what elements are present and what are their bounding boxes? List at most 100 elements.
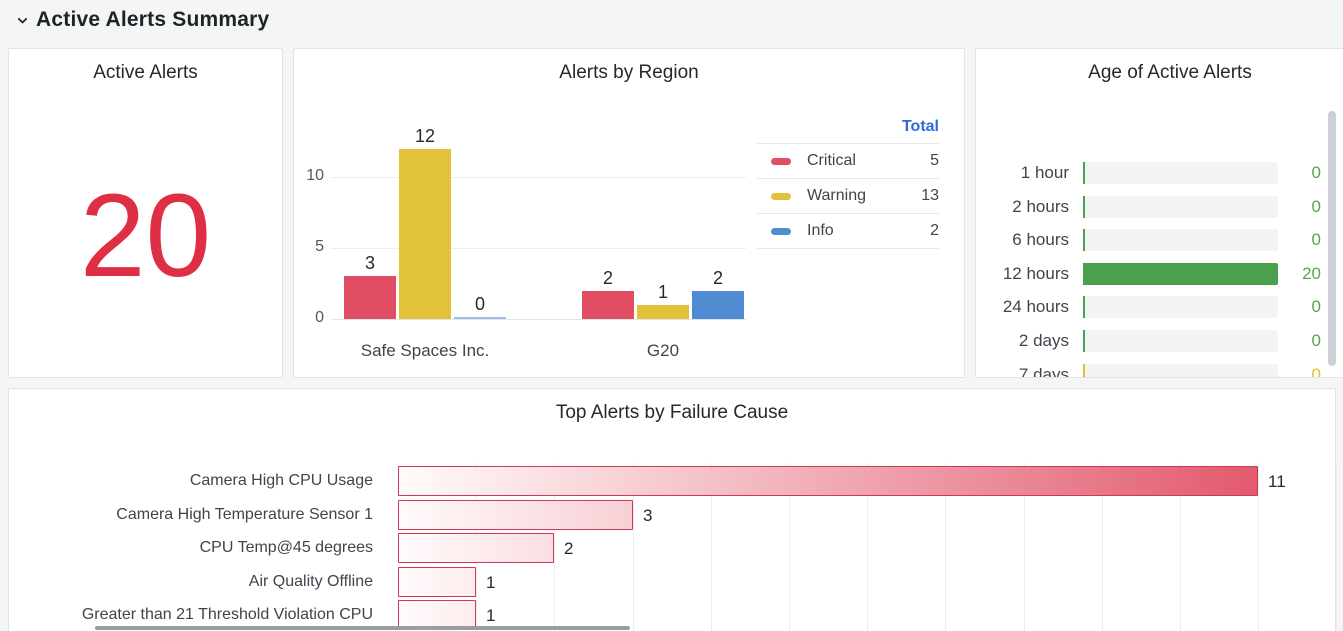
legend-total-header[interactable]: Total — [757, 111, 939, 144]
bar-value-label: 3 — [364, 253, 375, 273]
bar-value-label: 12 — [414, 126, 436, 146]
grid-line — [633, 463, 634, 631]
legend-series-label: Critical — [807, 152, 856, 169]
failure-bar[interactable] — [398, 500, 633, 530]
grid-line — [1180, 463, 1181, 631]
section-title[interactable]: Active Alerts Summary — [36, 8, 270, 31]
age-gauge-track — [1083, 296, 1278, 318]
age-gauge-track — [1083, 162, 1278, 184]
grid-line — [1024, 463, 1025, 631]
region-legend-table: Total Critical 5 Warning 13 Info 2 — [757, 111, 939, 249]
age-value: 0 — [1311, 163, 1321, 182]
age-row-2-days: 2 days 0 — [976, 324, 1343, 358]
horizontal-scrollbar-thumb[interactable] — [95, 626, 630, 630]
panel-top-alerts-by-failure-cause: Top Alerts by Failure Cause Camera High … — [8, 388, 1337, 631]
grid-line — [789, 463, 790, 631]
age-gauge-threshold-tick — [1083, 330, 1085, 352]
age-value: 20 — [1302, 264, 1321, 283]
age-gauge-threshold-tick — [1083, 196, 1085, 218]
grid-line — [554, 463, 555, 631]
age-gauge-track — [1083, 263, 1278, 285]
age-gauge-track — [1083, 229, 1278, 251]
region-bar-critical[interactable] — [344, 276, 396, 319]
legend-total-value: 5 — [930, 152, 939, 169]
y-tick-label: 5 — [315, 238, 324, 256]
legend-series-label: Info — [807, 222, 834, 239]
y-tick-label: 10 — [306, 167, 324, 185]
legend-color-pill — [771, 227, 791, 235]
region-bar-info[interactable] — [692, 291, 744, 319]
age-row-2-hours: 2 hours 0 — [976, 190, 1343, 224]
failure-cause-label: Greater than 21 Threshold Violation CPU — [81, 606, 373, 623]
age-gauge-threshold-tick — [1083, 162, 1085, 184]
region-bar-critical[interactable] — [582, 291, 634, 319]
y-tick-label: 0 — [315, 309, 324, 326]
grid-line — [945, 463, 946, 631]
failure-bar[interactable] — [398, 466, 1258, 496]
age-bucket-label: 2 days — [1018, 331, 1069, 350]
age-value: 0 — [1311, 197, 1321, 216]
grid-line — [711, 463, 712, 631]
legend-row-info[interactable]: Info 2 — [757, 214, 939, 249]
age-value: 0 — [1311, 331, 1321, 350]
failure-cause-label: Air Quality Offline — [248, 573, 373, 590]
age-value: 0 — [1311, 365, 1321, 378]
legend-row-critical[interactable]: Critical 5 — [757, 144, 939, 179]
age-bucket-label: 12 hours — [1002, 264, 1069, 283]
chevron-down-icon[interactable] — [16, 14, 29, 27]
panel-title-age-of-active-alerts[interactable]: Age of Active Alerts — [1088, 62, 1252, 83]
age-bucket-label: 2 hours — [1012, 197, 1069, 216]
failure-bar[interactable] — [398, 600, 476, 630]
panel-title-top-alerts[interactable]: Top Alerts by Failure Cause — [555, 402, 789, 423]
vertical-scrollbar-thumb[interactable] — [1328, 111, 1336, 366]
failure-bar-value: 3 — [643, 506, 653, 525]
panel-title-active-alerts[interactable]: Active Alerts — [93, 62, 198, 83]
region-bar-info[interactable] — [454, 317, 506, 319]
panel-title-alerts-by-region[interactable]: Alerts by Region — [559, 62, 699, 83]
age-gauge-threshold-tick — [1083, 296, 1085, 318]
failure-cause-label: CPU Temp@45 degrees — [199, 539, 373, 556]
panel-age-of-active-alerts: Age of Active Alerts 1 hour 0 2 hours 0 6 ho… — [975, 48, 1343, 378]
failure-bar-value: 1 — [486, 606, 496, 625]
grid-line — [867, 463, 868, 631]
active-alerts-stat-value: 20 — [79, 170, 212, 302]
age-row-6-hours: 6 hours 0 — [976, 223, 1343, 257]
age-bucket-label: 6 hours — [1012, 230, 1069, 249]
legend-color-pill — [771, 192, 791, 200]
grid-line — [331, 248, 746, 250]
age-bucket-label: 1 hour — [1020, 163, 1069, 182]
grid-line — [1336, 463, 1337, 631]
age-row-1-hour: 1 hour 0 — [976, 156, 1343, 190]
failure-bar-value: 1 — [486, 573, 496, 592]
bar-value-label: 2 — [712, 268, 723, 288]
grid-line — [1102, 463, 1103, 631]
failure-bar-value: 2 — [564, 539, 574, 558]
age-gauge-threshold-tick — [1083, 364, 1085, 377]
section-row-header[interactable]: Active Alerts Summary — [16, 4, 269, 36]
grid-line — [331, 177, 746, 179]
region-bar-warning[interactable] — [399, 149, 451, 319]
legend-row-warning[interactable]: Warning 13 — [757, 179, 939, 214]
region-bar-warning[interactable] — [637, 305, 689, 319]
age-row-7-days: 7 days 0 — [976, 358, 1343, 378]
age-value: 0 — [1311, 297, 1321, 316]
panel-active-alerts: Active Alerts 20 — [8, 48, 283, 378]
age-row-12-hours: 12 hours 20 — [976, 257, 1343, 291]
age-bucket-label: 24 hours — [1002, 297, 1069, 316]
age-gauge-fill — [1083, 263, 1278, 285]
age-gauge-track — [1083, 196, 1278, 218]
age-gauge-threshold-tick — [1083, 229, 1085, 251]
failure-bar-value: 11 — [1268, 472, 1286, 491]
failure-cause-label: Camera High CPU Usage — [189, 472, 373, 489]
legend-series-label: Warning — [807, 187, 866, 204]
legend-total-value: 13 — [921, 187, 939, 204]
failure-bar[interactable] — [398, 567, 476, 597]
x-category-label: G20 — [646, 341, 680, 360]
failure-bar[interactable] — [398, 533, 554, 563]
age-bucket-label: 7 days — [1018, 365, 1069, 378]
age-value: 0 — [1311, 230, 1321, 249]
bar-value-label: 1 — [657, 282, 668, 302]
age-gauge-track — [1083, 364, 1278, 377]
age-gauge-track — [1083, 330, 1278, 352]
